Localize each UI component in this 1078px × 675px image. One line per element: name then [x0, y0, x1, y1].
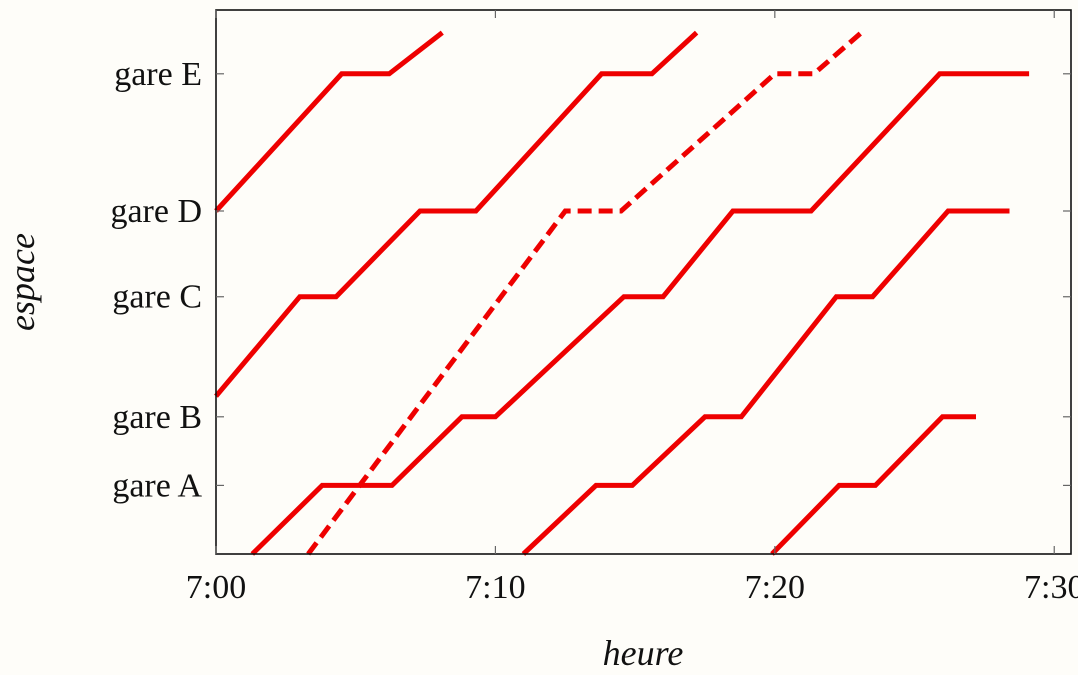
train-path-4 — [521, 208, 1010, 556]
x-tick-label-0: 7:00 — [186, 569, 246, 606]
series-layer — [214, 30, 1030, 556]
x-axis-title: heure — [603, 633, 684, 670]
train-path-6-dashed — [306, 30, 864, 556]
train-path-2 — [214, 30, 699, 398]
y-tick-label-1: gare B — [112, 399, 202, 436]
y-tick-label-0: gare A — [112, 467, 202, 504]
x-tick-label-3: 7:30 — [1024, 569, 1078, 606]
y-axis-title: espace — [2, 233, 42, 331]
plot-frame — [215, 9, 1072, 555]
y-tick-label-3: gare D — [110, 193, 202, 230]
train-path-3 — [250, 71, 1030, 556]
y-tick-label-4: gare E — [114, 56, 202, 93]
train-path-5 — [770, 414, 976, 556]
train-path-1 — [214, 30, 444, 213]
ticks-layer: 7:00 7:10 7:20 7:30 gare A gare B gare C gare D… — [110, 10, 1078, 606]
x-tick-label-1: 7:10 — [465, 569, 525, 606]
x-tick-label-2: 7:20 — [745, 569, 805, 606]
y-tick-label-2: gare C — [112, 279, 202, 316]
